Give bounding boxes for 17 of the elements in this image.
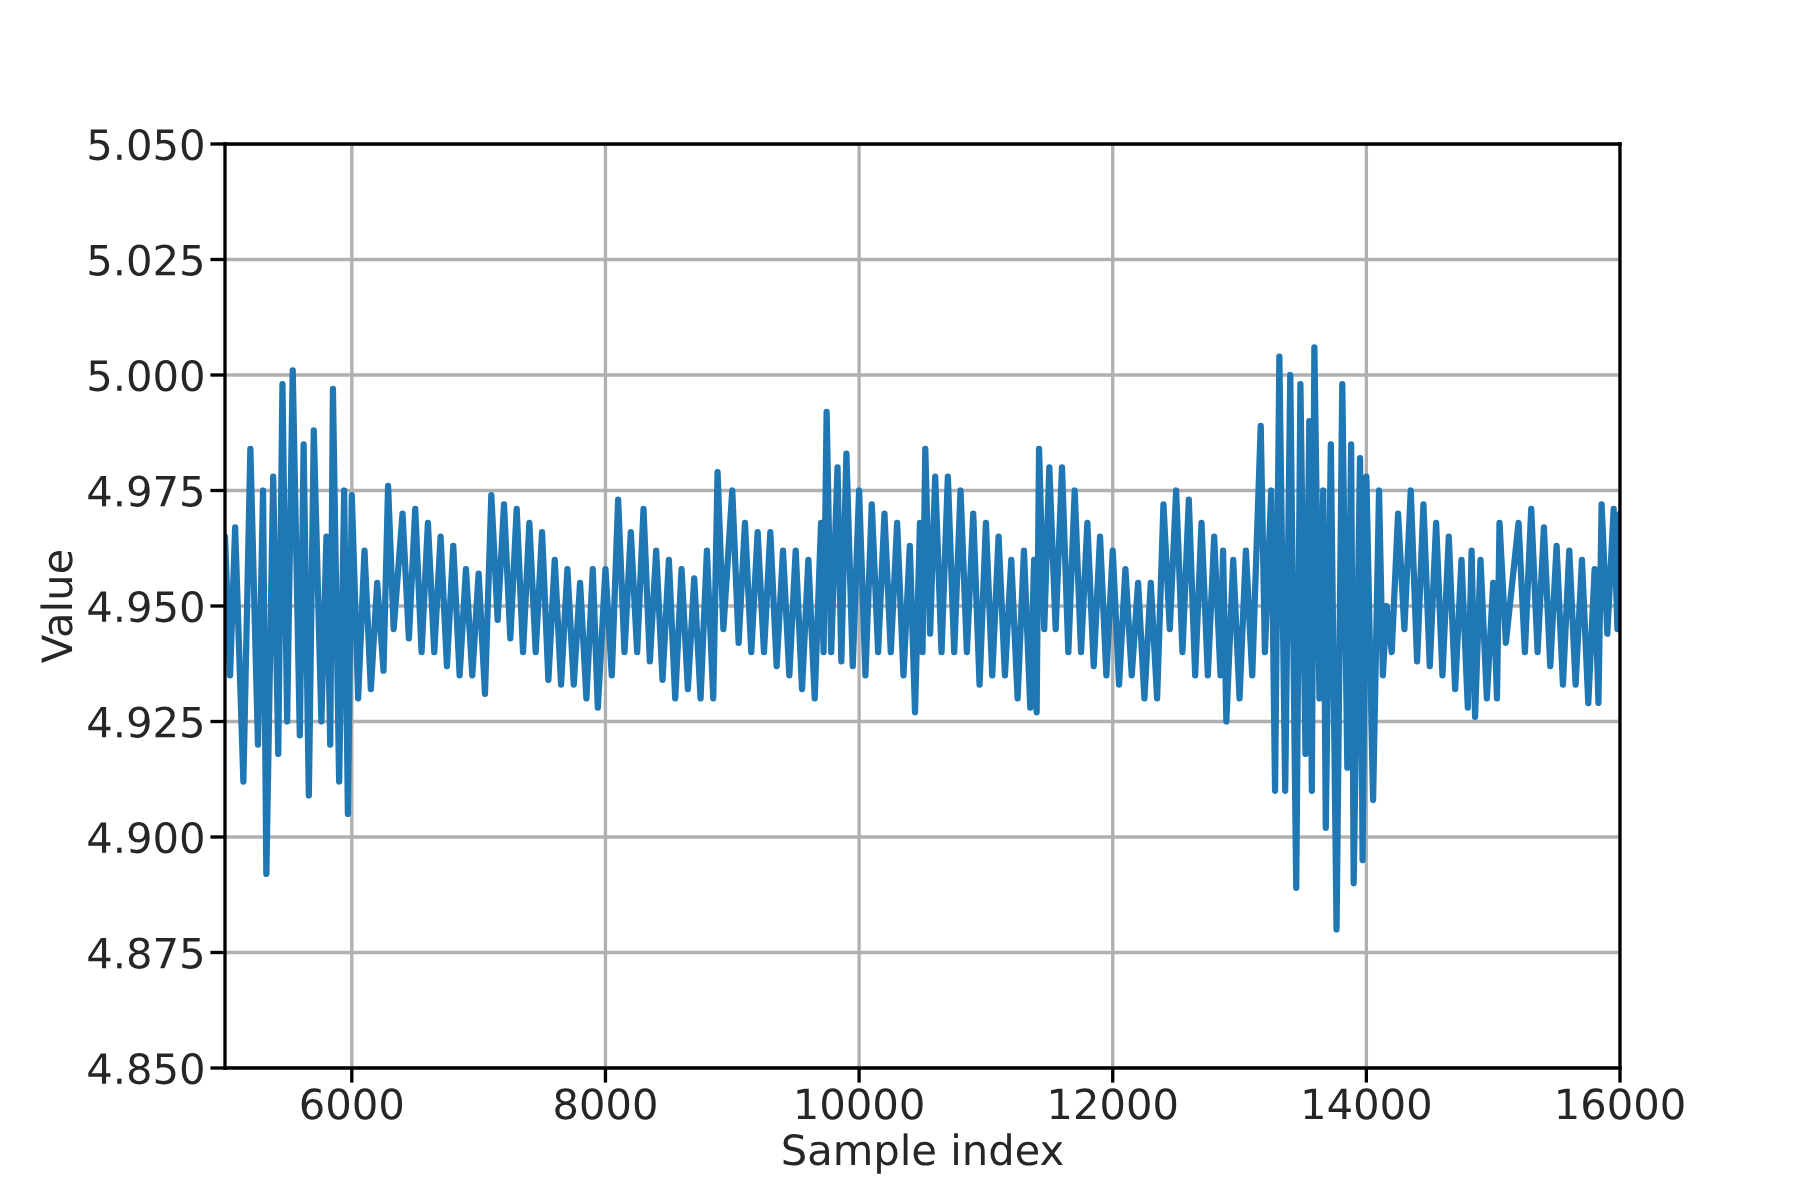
x-tick-label: 12000 xyxy=(1051,1088,1177,1120)
x-tick-label: 16000 xyxy=(1558,1088,1684,1120)
x-tick-label: 8000 xyxy=(555,1088,656,1120)
y-tick-label: 5.050 xyxy=(89,128,203,161)
y-tick-label: 4.900 xyxy=(88,821,203,854)
y-tick-label: 4.875 xyxy=(88,937,202,969)
y-tick-label: 5.000 xyxy=(89,359,203,392)
y-tick-label: 4.950 xyxy=(88,590,203,623)
x-tick-label: 10000 xyxy=(797,1088,923,1120)
x-axis-title: Sample index xyxy=(783,1133,1063,1174)
x-tick-label: 14000 xyxy=(1304,1088,1430,1120)
y-tick-label: 5.025 xyxy=(89,244,202,276)
y-tick-label: 4.925 xyxy=(88,706,202,738)
x-tick-label: 6000 xyxy=(301,1088,403,1120)
y-tick-label: 4.975 xyxy=(88,475,202,507)
y-tick-label: 4.850 xyxy=(88,1052,203,1085)
y-axis-title: Value xyxy=(40,551,73,663)
